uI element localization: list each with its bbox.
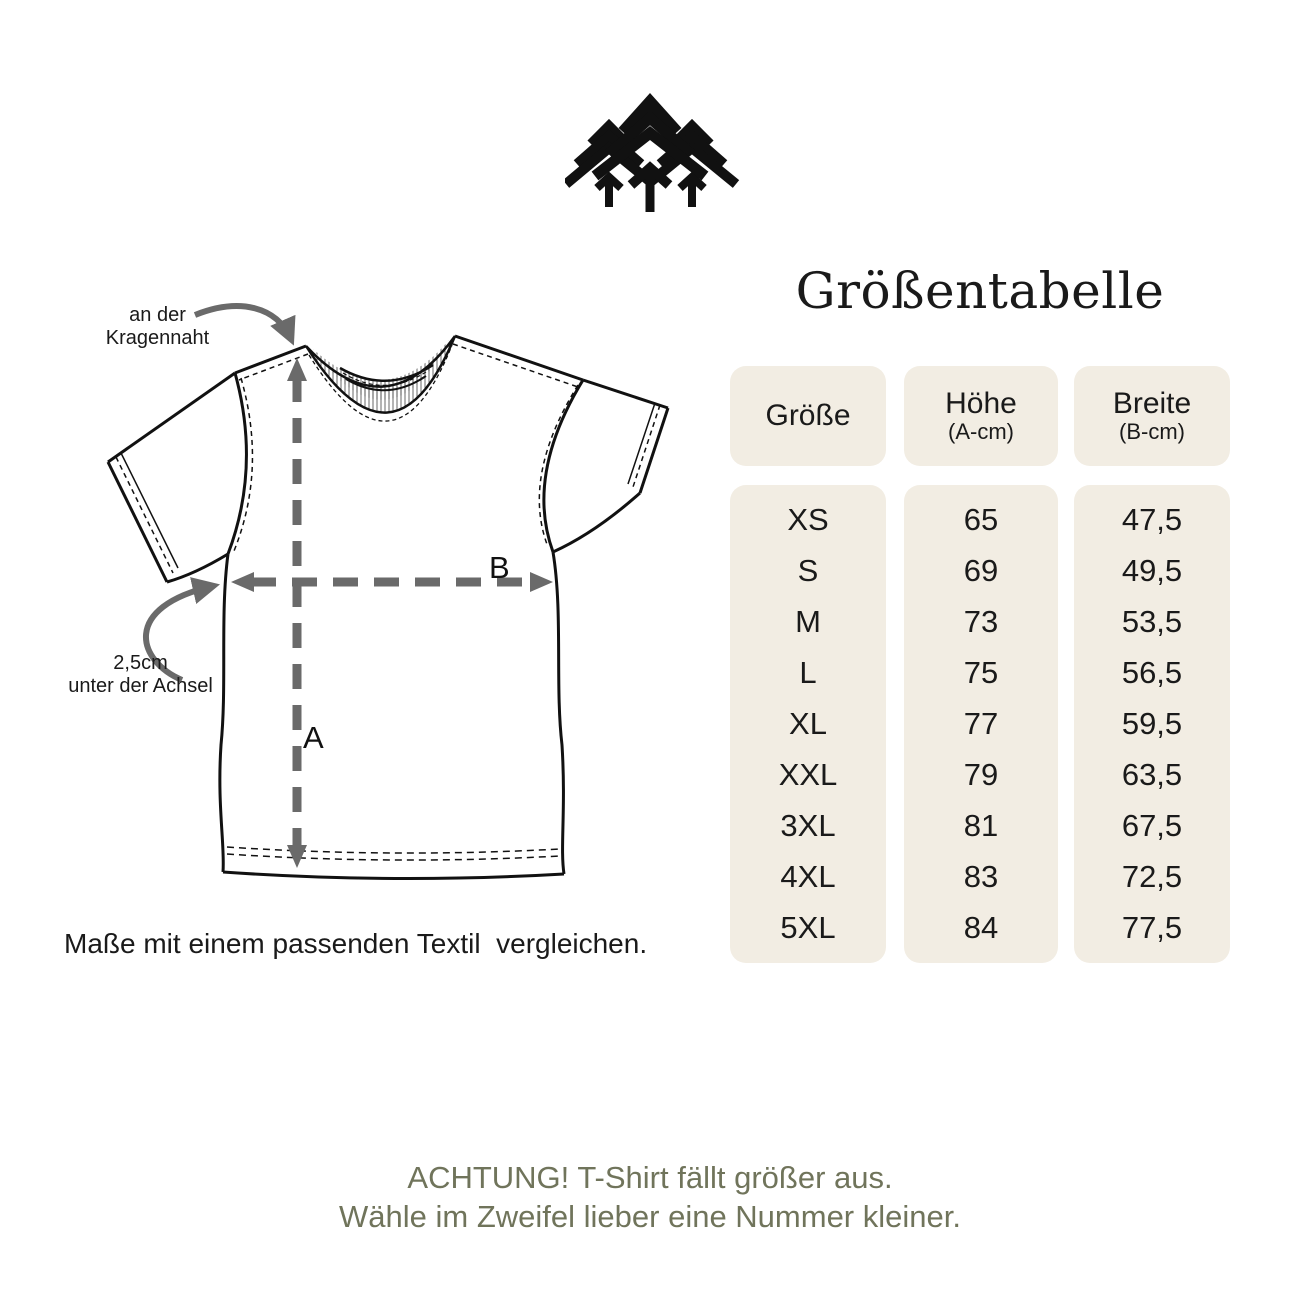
table-cell-width: 49,5 xyxy=(1121,553,1183,589)
warning-line1: ACHTUNG! T-Shirt fällt größer aus. xyxy=(407,1160,893,1195)
collar-annotation-line2: Kragennaht xyxy=(105,327,210,349)
table-header-size: Größe xyxy=(730,366,886,466)
table-column-width: 47,5 49,5 53,5 56,5 59,5 63,5 67,5 72,5 … xyxy=(1074,485,1230,963)
table-cell-width: 67,5 xyxy=(1121,807,1183,843)
table-cell-width: 59,5 xyxy=(1121,706,1183,741)
tshirt-collar xyxy=(304,335,457,422)
measure-label-a: A xyxy=(303,720,324,755)
three-pines-logo-icon xyxy=(565,78,755,223)
page-title: Größentabelle xyxy=(795,262,1165,320)
collar-annotation: an der Kragennaht xyxy=(80,304,235,350)
table-cell-height: 83 xyxy=(963,858,999,894)
table-cell-height: 73 xyxy=(963,604,999,640)
table-cell-size: 4XL xyxy=(780,858,836,894)
header-height-sub: (A-cm) xyxy=(948,419,1014,444)
table-cell-size: M xyxy=(795,604,821,640)
table-column-height: 65 69 73 75 77 79 81 83 84 xyxy=(904,485,1058,963)
table-cell-height: 69 xyxy=(963,553,999,589)
collar-annotation-line1: an der xyxy=(129,304,186,326)
header-size-label: Größe xyxy=(765,399,851,432)
measurement-arrows xyxy=(142,303,553,868)
header-height-label: Höhe xyxy=(945,387,1017,420)
table-cell-size: 5XL xyxy=(780,909,836,945)
warning-text: ACHTUNG! T-Shirt fällt größer aus. Wähle… xyxy=(0,1158,1300,1236)
table-cell-size: S xyxy=(797,553,819,589)
table-cell-size: 3XL xyxy=(780,807,836,843)
tshirt-measurement-diagram xyxy=(55,295,705,895)
tshirt-outline xyxy=(106,334,670,881)
table-header-width: Breite (B-cm) xyxy=(1074,366,1230,466)
table-cell-height: 84 xyxy=(963,909,999,945)
armpit-annotation: 2,5cm unter der Achsel xyxy=(48,652,233,698)
table-cell-height: 65 xyxy=(963,502,999,538)
table-cell-width: 56,5 xyxy=(1121,655,1183,691)
collar-pointer-arrow xyxy=(193,303,296,346)
table-cell-width: 77,5 xyxy=(1121,909,1183,945)
table-column-size: XS S M L XL XXL 3XL 4XL 5XL xyxy=(730,485,886,963)
measure-label-b: B xyxy=(489,550,510,585)
table-cell-width: 47,5 xyxy=(1121,502,1183,538)
header-width-label: Breite xyxy=(1112,387,1192,420)
table-cell-size: XS xyxy=(787,502,829,538)
table-cell-width: 53,5 xyxy=(1121,604,1183,640)
table-cell-height: 75 xyxy=(963,655,999,691)
table-cell-size: L xyxy=(799,655,817,691)
table-cell-size: XL xyxy=(789,706,827,741)
armpit-annotation-line1: 2,5cm xyxy=(113,652,168,674)
table-cell-width: 63,5 xyxy=(1121,756,1183,792)
table-cell-height: 77 xyxy=(963,706,999,741)
armpit-pointer-arrow xyxy=(142,577,221,683)
table-cell-width: 72,5 xyxy=(1121,858,1183,894)
table-cell-size: XXL xyxy=(778,756,838,792)
compare-note: Maße mit einem passenden Textil vergleic… xyxy=(64,928,648,959)
table-header-height: Höhe (A-cm) xyxy=(904,366,1058,466)
table-cell-height: 81 xyxy=(963,807,999,843)
warning-line2: Wähle im Zweifel lieber eine Nummer klei… xyxy=(339,1199,961,1234)
table-cell-height: 79 xyxy=(963,756,999,792)
header-width-sub: (B-cm) xyxy=(1119,419,1185,444)
armpit-annotation-line2: unter der Achsel xyxy=(68,675,213,697)
